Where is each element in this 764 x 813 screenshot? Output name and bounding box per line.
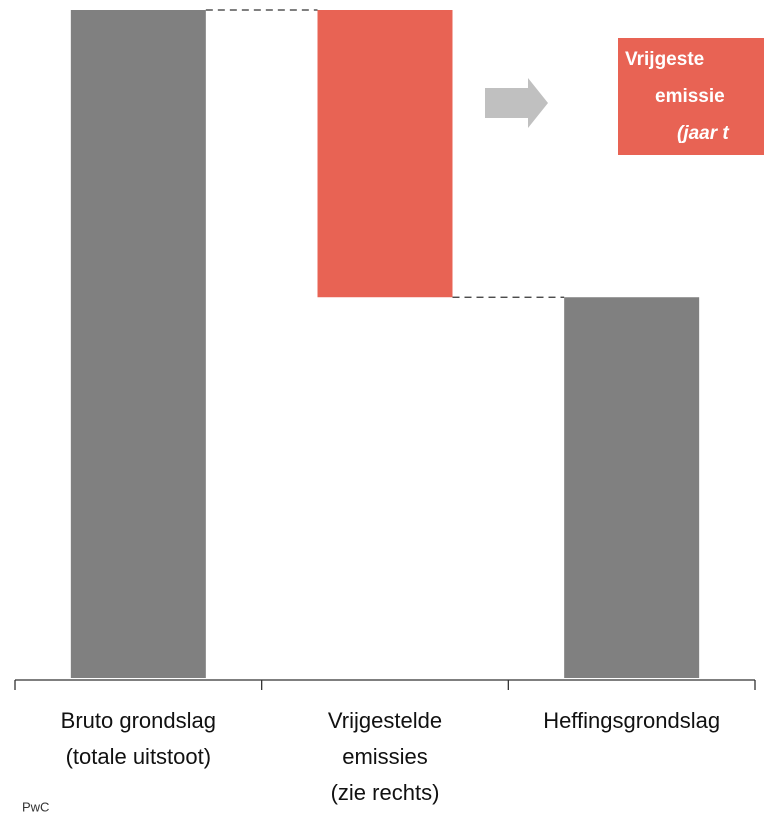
x-tick-label: Heffingsgrondslag: [543, 708, 720, 733]
arrow: [485, 78, 548, 128]
bar: [564, 297, 700, 678]
x-tick-label: Vrijgestelde emissies (zie rechts): [328, 708, 442, 805]
callout-text: emissie: [655, 86, 725, 107]
x-tick-label: Bruto grondslag (totale uitstoot): [61, 708, 216, 769]
callout-text: Vrijgeste: [625, 49, 704, 70]
callout-box: [618, 38, 764, 155]
source: PwC: [22, 799, 49, 813]
callout-text: (jaar t: [677, 123, 729, 144]
bar: [317, 10, 453, 298]
bar: [70, 10, 206, 678]
